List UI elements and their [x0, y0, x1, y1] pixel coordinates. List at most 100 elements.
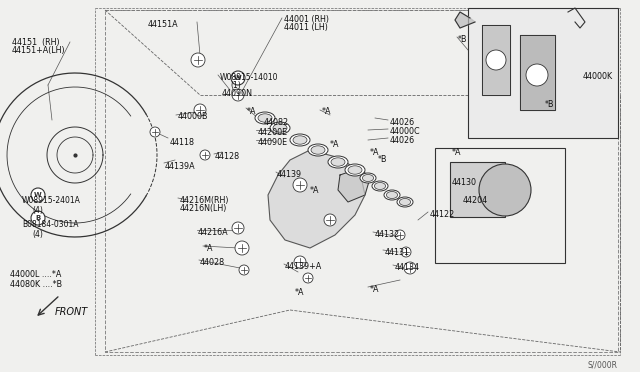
Ellipse shape — [255, 112, 275, 124]
Circle shape — [404, 262, 416, 274]
Text: (4): (4) — [32, 206, 43, 215]
Text: 44200E: 44200E — [258, 128, 288, 137]
Circle shape — [239, 265, 249, 275]
Text: FRONT: FRONT — [55, 307, 88, 317]
Text: *A: *A — [330, 140, 339, 149]
Text: *B: *B — [458, 35, 467, 44]
Polygon shape — [455, 12, 475, 28]
Text: 44090E: 44090E — [258, 138, 288, 147]
Text: 44000C: 44000C — [390, 127, 420, 136]
Text: W08915-2401A: W08915-2401A — [22, 196, 81, 205]
Ellipse shape — [273, 124, 287, 132]
Polygon shape — [482, 25, 510, 95]
Text: 44028: 44028 — [200, 258, 225, 267]
Text: 44122: 44122 — [430, 210, 455, 219]
Circle shape — [232, 222, 244, 234]
Text: 44132: 44132 — [375, 230, 400, 239]
Text: 44130: 44130 — [452, 178, 477, 187]
Text: *B: *B — [378, 155, 387, 164]
Circle shape — [486, 50, 506, 70]
Text: 44011 (LH): 44011 (LH) — [284, 23, 328, 32]
Text: *A: *A — [370, 148, 380, 157]
Circle shape — [200, 150, 210, 160]
Ellipse shape — [360, 173, 376, 183]
Text: 44000K: 44000K — [583, 72, 613, 81]
Text: 44001 (RH): 44001 (RH) — [284, 15, 329, 24]
Ellipse shape — [258, 114, 272, 122]
Text: 44026: 44026 — [390, 118, 415, 127]
Text: W: W — [234, 75, 242, 81]
Circle shape — [235, 241, 249, 255]
Text: B: B — [35, 215, 40, 221]
Bar — [468, 8, 618, 138]
Circle shape — [303, 273, 313, 283]
Text: 44216A: 44216A — [198, 228, 228, 237]
Ellipse shape — [372, 181, 388, 191]
Polygon shape — [520, 35, 555, 110]
Ellipse shape — [293, 136, 307, 144]
Circle shape — [324, 214, 336, 226]
Ellipse shape — [362, 174, 374, 182]
Circle shape — [294, 256, 306, 268]
Text: 44139: 44139 — [277, 170, 302, 179]
Text: *A: *A — [452, 148, 461, 157]
Circle shape — [191, 53, 205, 67]
Text: 44000L ....*A: 44000L ....*A — [10, 270, 61, 279]
Circle shape — [401, 247, 411, 257]
Ellipse shape — [328, 156, 348, 168]
Ellipse shape — [374, 183, 385, 189]
Ellipse shape — [384, 190, 400, 200]
Circle shape — [526, 64, 548, 86]
Text: W08915-14010: W08915-14010 — [220, 73, 278, 82]
Text: (4): (4) — [32, 230, 43, 239]
Circle shape — [31, 188, 45, 202]
Text: W: W — [34, 192, 42, 198]
Ellipse shape — [331, 158, 345, 166]
Text: *A: *A — [322, 107, 332, 116]
Text: (1): (1) — [230, 81, 241, 90]
Polygon shape — [268, 150, 365, 248]
Circle shape — [194, 104, 206, 116]
Text: 44080K ....*B: 44080K ....*B — [10, 280, 62, 289]
Text: 44134: 44134 — [395, 263, 420, 272]
Circle shape — [395, 230, 405, 240]
Text: 44151  (RH): 44151 (RH) — [12, 38, 60, 47]
Text: 44151A: 44151A — [148, 20, 179, 29]
Ellipse shape — [387, 192, 397, 199]
Text: 44204: 44204 — [463, 196, 488, 205]
Ellipse shape — [308, 144, 328, 156]
Text: 44139+A: 44139+A — [285, 262, 323, 271]
Text: 44131: 44131 — [385, 248, 410, 257]
Circle shape — [293, 178, 307, 192]
Text: 44118: 44118 — [170, 138, 195, 147]
Text: 44128: 44128 — [215, 152, 240, 161]
Text: 44216N(LH): 44216N(LH) — [180, 204, 227, 213]
Text: B08184-0301A: B08184-0301A — [22, 220, 79, 229]
Text: 44000B: 44000B — [178, 112, 209, 121]
Ellipse shape — [397, 197, 413, 207]
Circle shape — [31, 211, 45, 225]
Ellipse shape — [345, 164, 365, 176]
Text: *A: *A — [204, 244, 214, 253]
Text: *A: *A — [310, 186, 319, 195]
Ellipse shape — [399, 199, 411, 205]
Text: *B: *B — [545, 100, 554, 109]
Text: *A: *A — [370, 285, 380, 294]
Text: 44082: 44082 — [264, 118, 289, 127]
Bar — [450, 162, 505, 217]
Circle shape — [150, 127, 160, 137]
Circle shape — [479, 164, 531, 216]
Text: S//000R: S//000R — [588, 360, 618, 369]
Text: *A: *A — [295, 288, 305, 297]
Bar — [435, 148, 565, 263]
Ellipse shape — [290, 134, 310, 146]
Text: 44216M(RH): 44216M(RH) — [180, 196, 230, 205]
Polygon shape — [338, 168, 370, 202]
Text: 44151+A(LH): 44151+A(LH) — [12, 46, 66, 55]
Text: 44026: 44026 — [390, 136, 415, 145]
Text: 44090N: 44090N — [222, 89, 253, 98]
Circle shape — [232, 89, 244, 101]
Ellipse shape — [270, 122, 290, 134]
Text: *A: *A — [247, 107, 257, 116]
Ellipse shape — [348, 166, 362, 174]
